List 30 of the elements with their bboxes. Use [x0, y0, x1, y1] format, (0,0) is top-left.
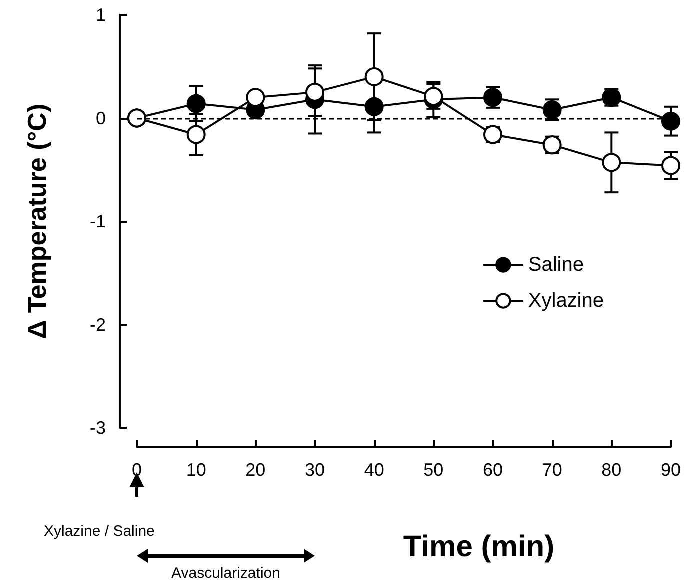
y-tick-label: -1 [90, 212, 106, 232]
point [186, 125, 206, 144]
x-axis-title: Time (min) [403, 530, 555, 564]
point [186, 94, 206, 114]
text: Avascularization [172, 565, 280, 582]
point [364, 97, 384, 116]
x-tick-label: 90 [660, 460, 682, 480]
point [662, 156, 680, 176]
x-tick-label: 50 [424, 460, 444, 480]
x-tick-label: 20 [246, 460, 266, 480]
x-tick-label: 10 [186, 460, 206, 480]
point [662, 112, 680, 131]
y-axis-title: Δ Temperature (°C) [22, 104, 52, 340]
x-tick-label: 70 [542, 460, 562, 480]
point [306, 82, 324, 102]
point [364, 67, 384, 86]
y-tick-label: -2 [90, 314, 106, 335]
legend-label: Xylazine [528, 290, 604, 312]
x-tick-label: 80 [602, 460, 622, 480]
y-tick-label: -3 [90, 418, 106, 438]
x-tick-label: 40 [364, 460, 384, 480]
text: Xylazine / Saline [44, 523, 155, 540]
x-tick-label: 30 [304, 460, 326, 480]
point [246, 88, 266, 108]
point [424, 87, 444, 106]
legend-label: Saline [528, 254, 584, 276]
point [602, 153, 622, 172]
x-tick-label: 60 [482, 460, 504, 480]
y-tick-label: 1 [96, 5, 106, 25]
y-tick-label: 0 [96, 108, 106, 128]
